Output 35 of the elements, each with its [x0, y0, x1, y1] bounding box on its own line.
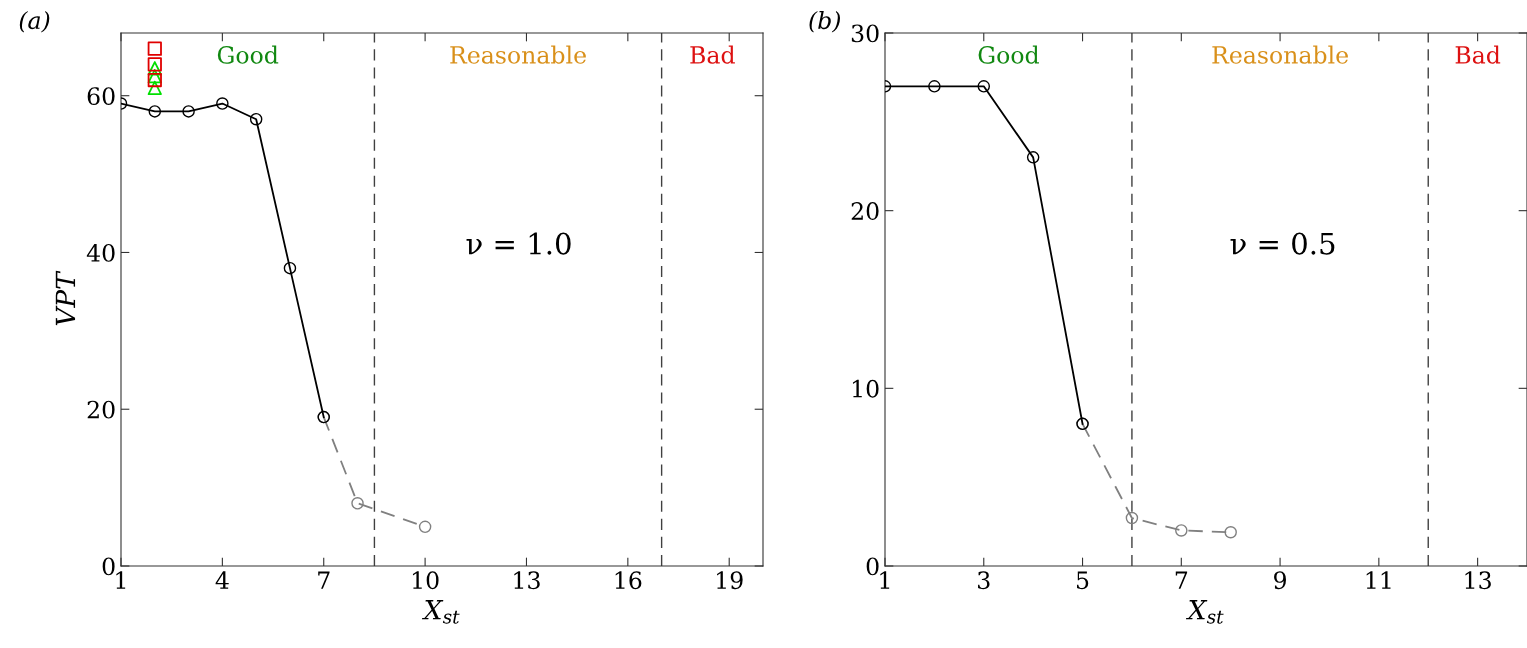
y-tick-label: 10	[852, 379, 879, 398]
y-tick-label: 0	[102, 557, 115, 576]
x-tick-label: 1	[880, 571, 890, 589]
x-tick-label: 13	[1465, 571, 1491, 590]
y-tick-label: 20	[851, 202, 879, 220]
y-axis-title: VPT	[55, 270, 76, 326]
annotation: Good	[217, 45, 279, 64]
annotation: Reasonable	[450, 45, 586, 64]
x-axis-title: X$_{st}$	[421, 600, 460, 624]
x-tick-label: 19	[717, 571, 743, 590]
x-tick-label: 3	[978, 571, 990, 590]
y-tick-label: 40	[86, 243, 115, 262]
y-tick-label: 60	[87, 87, 115, 106]
annotation: ν = 1.0	[466, 232, 571, 255]
y-tick-label: 0	[866, 557, 879, 576]
annotation: Bad	[1455, 45, 1501, 64]
y-tick-label: 30	[851, 24, 879, 43]
text: (b)	[809, 10, 841, 33]
x-tick-label: 9	[1274, 571, 1286, 590]
x-tick-label: 7	[318, 571, 330, 589]
x-tick-label: 13	[514, 571, 540, 590]
x-tick-label: 16	[615, 571, 642, 590]
annotation: Reasonable	[1212, 45, 1348, 64]
x-tick-label: 7	[1175, 571, 1188, 589]
text: (a)	[19, 10, 50, 33]
annotation: Good	[978, 45, 1039, 64]
x-tick-label: 4	[215, 571, 229, 589]
x-tick-label: 1	[116, 571, 126, 589]
x-tick-label: 10	[412, 571, 439, 590]
x-tick-label: 11	[1366, 571, 1391, 589]
y-tick-label: 20	[87, 400, 115, 419]
x-tick-label: 5	[1077, 571, 1089, 590]
x-axis-title: X$_{st}$	[1185, 600, 1224, 624]
annotation: Bad	[690, 45, 735, 64]
annotation: ν = 0.5	[1230, 232, 1335, 255]
